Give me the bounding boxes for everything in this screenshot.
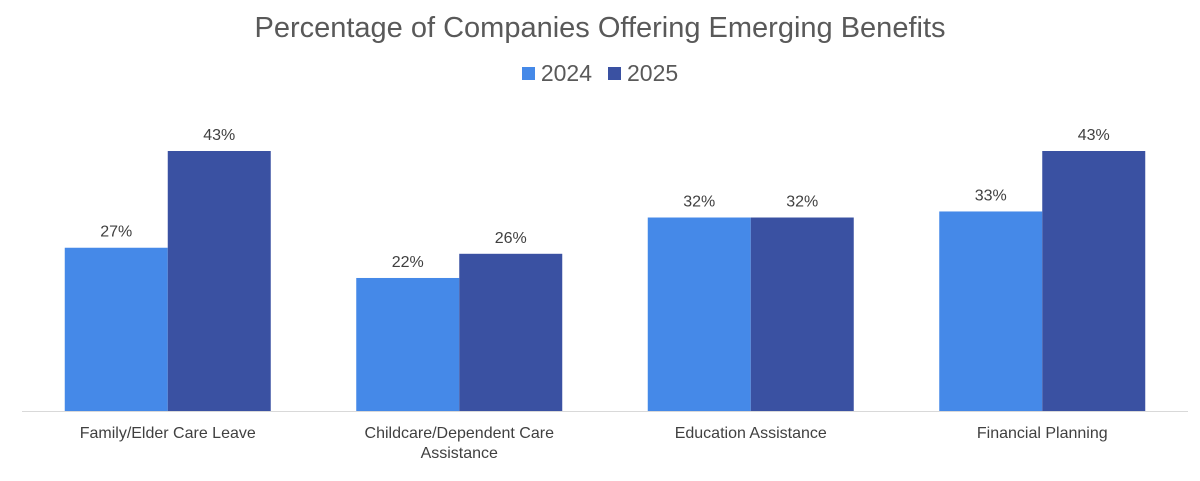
data-label-2024-3: 33% (975, 187, 1007, 204)
data-label-2025-3: 43% (1078, 127, 1110, 144)
bar-2025-1 (459, 253, 563, 411)
data-label-2024-0: 27% (100, 224, 132, 241)
bar-2025-2 (750, 217, 854, 411)
legend-swatch-2024 (521, 67, 535, 80)
data-label-2025-1: 26% (495, 230, 527, 247)
bar-2025-0 (167, 151, 271, 411)
category-label-1: Childcare/Dependent Care Assistance (364, 425, 554, 462)
legend-label-2024: 2024 (540, 60, 592, 86)
data-label-2025-0: 43% (203, 127, 235, 144)
data-label-2025-2: 32% (786, 194, 818, 211)
legend-item-2025: 2025 (608, 60, 678, 87)
bar-2024-1 (356, 277, 460, 411)
bar-2025-3 (1042, 151, 1146, 411)
legend-label-2025: 2025 (627, 60, 679, 86)
category-label-3: Financial Planning (976, 425, 1108, 442)
data-label-2024-2: 32% (683, 194, 715, 211)
bar-2024-2 (647, 217, 751, 411)
legend-swatch-2025 (608, 67, 621, 80)
bar-2024-0 (64, 247, 168, 411)
category-label-2: Education Assistance (674, 425, 827, 442)
data-label-2024-1: 22% (392, 254, 424, 271)
category-label-0: Family/Elder Care Leave (79, 425, 256, 442)
chart-legend: 2024 2025 (0, 60, 1200, 87)
bar-2024-3 (939, 211, 1043, 411)
legend-item-2024: 2024 (521, 60, 592, 87)
chart-title: Percentage of Companies Offering Emergin… (254, 12, 946, 44)
